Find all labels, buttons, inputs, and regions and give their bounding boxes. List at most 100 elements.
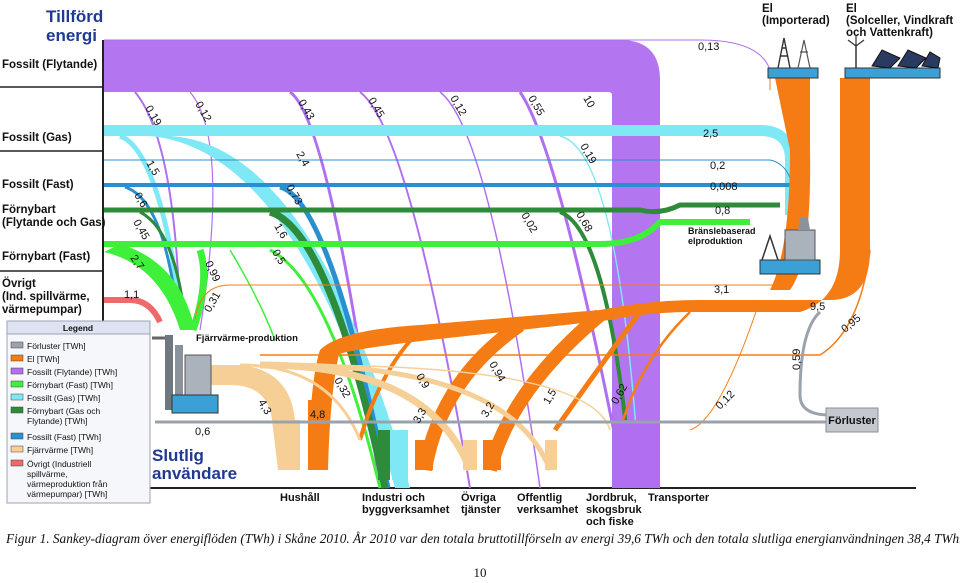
value-012a: 0,12 bbox=[192, 100, 213, 125]
value-019a: 0,19 bbox=[142, 104, 163, 129]
dest-bar-industri-cyan bbox=[392, 430, 408, 480]
value-045: 0,45 bbox=[365, 96, 386, 121]
flow-el-transporter bbox=[618, 311, 691, 431]
value-012c: 0,12 bbox=[714, 388, 738, 412]
flow-el-industri bbox=[358, 328, 422, 441]
legend-item-label: Fjärrvärme [TWh] bbox=[27, 445, 93, 455]
legend-item-label: Fossilt (Fast) [TWh] bbox=[27, 432, 101, 442]
dest-bar-offentlig-tan bbox=[545, 440, 557, 470]
source-fossilt-gas: Fossilt (Gas) bbox=[2, 132, 72, 144]
value-06b: 0,6 bbox=[195, 426, 210, 438]
value-25: 2,5 bbox=[703, 128, 718, 140]
legend-swatch bbox=[10, 354, 24, 362]
value-019b: 0,19 bbox=[577, 142, 598, 167]
dest-bar-hushall-el bbox=[308, 400, 328, 470]
legend-item-label: Fossilt (Flytande) [TWh] bbox=[27, 367, 117, 377]
el-import-icon bbox=[767, 37, 819, 79]
source-fornybart-flytande-gas: Förnybart (Flytande och Gas) bbox=[2, 204, 106, 229]
dest-bar-ovriga-tan bbox=[463, 440, 477, 470]
legend-box bbox=[6, 320, 151, 504]
value-24: 2,4 bbox=[293, 150, 311, 169]
legend-swatch bbox=[10, 380, 24, 388]
legend-title-bar bbox=[6, 320, 151, 335]
source-el-importerad: El (Importerad) bbox=[762, 3, 830, 27]
dest-bar-offentlig-el bbox=[483, 440, 501, 470]
el-sol-wind-icon bbox=[844, 36, 941, 79]
page-number: 10 bbox=[473, 565, 487, 580]
value-013: 0,13 bbox=[698, 41, 719, 53]
value-48: 4,8 bbox=[310, 409, 325, 421]
dest-offentlig: Offentlig verksamhet bbox=[517, 492, 578, 516]
value-059: 0,59 bbox=[791, 349, 803, 370]
flow-fossilt-fast-industri bbox=[279, 184, 391, 489]
source-fossilt-flytande: Fossilt (Flytande) bbox=[2, 59, 97, 71]
legend-item-label: Fossilt (Gas) [TWh] bbox=[27, 393, 100, 403]
dest-bar-ovriga-el bbox=[415, 440, 433, 470]
dest-industri: Industri och byggverksamhet bbox=[362, 492, 450, 516]
value-32: 3,2 bbox=[479, 400, 497, 419]
value-045b: 0,45 bbox=[130, 218, 151, 243]
dest-bar-transporter bbox=[612, 420, 660, 488]
sankey-diagram: Förluster Fjärrvärme-produktion Bränsleb… bbox=[0, 3, 953, 528]
dest-hushall: Hushåll bbox=[280, 492, 320, 504]
legend-item-label: Förluster [TWh] bbox=[27, 341, 86, 351]
value-043: 0,43 bbox=[295, 98, 316, 123]
flow-fossilt-flytande-transporter bbox=[104, 40, 660, 488]
source-fossilt-fast: Fossilt (Fast) bbox=[2, 179, 74, 191]
elproduktion-label: Bränslebaserad elproduktion bbox=[688, 226, 756, 246]
flow-fornybart-fast-industri bbox=[269, 248, 382, 489]
legend-swatch bbox=[10, 445, 24, 453]
value-02a: 0,2 bbox=[710, 160, 725, 172]
value-10: 10 bbox=[580, 94, 597, 111]
value-09: 0,9 bbox=[413, 372, 431, 391]
flow-fossilt-flytande-el-import bbox=[104, 39, 771, 71]
forluster-box bbox=[825, 407, 879, 433]
flow-fossilt-gas-elproduktion bbox=[104, 125, 795, 215]
legend-item-label: Förnybart (Fast) [TWh] bbox=[27, 380, 113, 390]
forluster-label: Förluster bbox=[828, 415, 876, 427]
flow-el-elprod-losses bbox=[194, 284, 780, 321]
legend-swatch bbox=[10, 393, 24, 401]
flow-fornybart-fast-hushall bbox=[229, 249, 276, 341]
source-ovrigt: Övrigt (Ind. spillvärme, värmepumpar) bbox=[2, 277, 90, 316]
value-0008: 0,008 bbox=[710, 181, 738, 193]
value-31: 3,1 bbox=[714, 284, 729, 296]
flow-el-fjarrvarme-thin bbox=[689, 299, 761, 431]
flow-el-losses-095 bbox=[260, 249, 871, 356]
flow-fornybart-fast-fjarrvarme-2 bbox=[189, 248, 208, 332]
value-095: 0,95 bbox=[839, 312, 863, 335]
source-fornybart-fast: Förnybart (Fast) bbox=[2, 251, 90, 263]
fjarrvarme-plant-icon bbox=[152, 335, 219, 414]
legend-item-label: El [TWh] bbox=[27, 354, 60, 364]
flow-fjarrvarme-offentlig bbox=[279, 362, 553, 471]
dest-ovriga: Övriga tjänster bbox=[461, 491, 501, 516]
value-08: 0,8 bbox=[715, 205, 730, 217]
legend: Legend Förluster [TWh] El [TWh] Fossilt (F… bbox=[6, 320, 151, 504]
flow-fjarrvarme-jordbruk bbox=[299, 364, 611, 431]
legend-item-label: Övrigt (Industriell spillvärme, värmeprodu… bbox=[27, 459, 108, 499]
flow-fjarrvarme-hushall bbox=[200, 365, 300, 470]
dest-bar-industri-green bbox=[378, 430, 390, 480]
legend-swatch bbox=[10, 459, 24, 467]
value-11: 1,1 bbox=[124, 289, 139, 301]
value-094: 0,94 bbox=[486, 360, 507, 385]
source-el-sol: El (Solceller, Vindkraft och Vattenkraft) bbox=[846, 3, 953, 39]
flow-fossilt-gas-transporter bbox=[559, 135, 641, 489]
flow-fossilt-flytande-jordbruk bbox=[518, 91, 627, 489]
fjarrvarme-label: Fjärrvärme-produktion bbox=[196, 333, 298, 344]
flow-fossilt-gas-industri bbox=[150, 136, 410, 488]
legend-swatch bbox=[10, 341, 24, 349]
value-068: 0,68 bbox=[573, 210, 594, 235]
legend-title: Legend bbox=[63, 323, 93, 333]
legend-swatch bbox=[10, 432, 24, 440]
flow-fossilt-gas-fjarrvarme bbox=[118, 133, 185, 321]
figure-caption: Figur 1. Sankey-diagram över energiflöde… bbox=[6, 531, 960, 546]
value-012b: 0,12 bbox=[447, 94, 468, 119]
value-95: 9,5 bbox=[810, 301, 825, 313]
flow-el-sol-main bbox=[320, 78, 870, 360]
value-002: 0,02 bbox=[518, 211, 539, 236]
flow-fornybart-fast-fjarrvarme bbox=[104, 244, 195, 330]
dest-bar-hushall-tan bbox=[278, 420, 300, 470]
flow-fornybart-gas-main bbox=[104, 202, 780, 215]
elproduktion-plant-icon bbox=[759, 218, 821, 275]
